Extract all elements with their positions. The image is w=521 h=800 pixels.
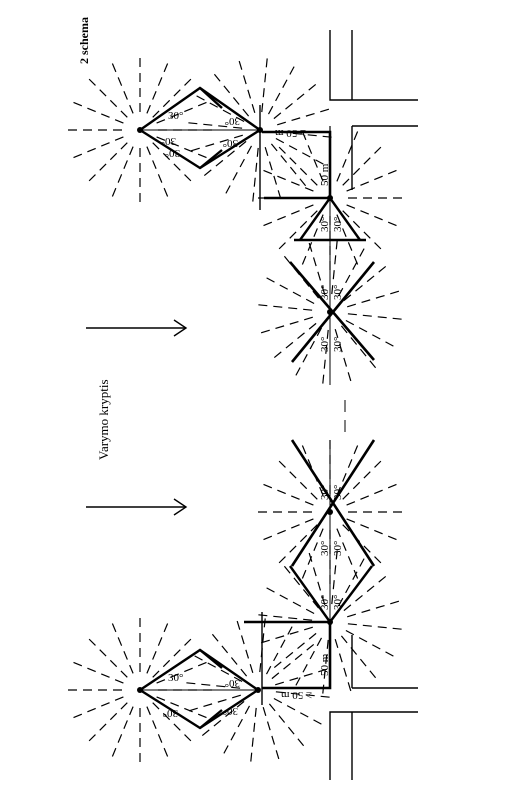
angle-label: 30°	[163, 707, 178, 719]
angle-label: 30°	[319, 485, 331, 500]
angle-labels: 30° 30° 30° 30° 30° 30° 30° 30° 30° 30° …	[161, 110, 344, 719]
angle-label: 30°	[319, 217, 331, 232]
angle-label: 30°	[165, 147, 180, 159]
direction-arrow-bottom	[86, 498, 188, 516]
distance-label-side-bottom: 50 m	[319, 653, 331, 676]
angle-label: 30°	[225, 115, 240, 127]
schema-title: 2 schema	[77, 17, 91, 64]
sign-burst-marker	[258, 440, 402, 584]
angle-label: 30°	[332, 337, 344, 352]
distance-label-side-top: 50 m	[319, 163, 331, 186]
angle-label: 30°	[332, 285, 344, 300]
angle-label: 30°	[332, 541, 344, 556]
bottom-marking-lines	[137, 439, 376, 730]
direction-arrow-top	[86, 319, 188, 337]
angle-label: 30°	[319, 285, 331, 300]
angle-label: 30°	[332, 595, 344, 610]
road-intersection-top	[259, 30, 418, 210]
angle-label: 30°	[168, 672, 183, 684]
sign-burst-marker	[68, 618, 212, 762]
angle-label: 30°	[225, 677, 240, 689]
angle-label: 30°	[319, 595, 331, 610]
angle-label: 30°	[223, 705, 238, 717]
sign-burst-marker	[258, 550, 402, 694]
distance-label-top: ≥ 50 m	[274, 127, 306, 139]
angle-label: 30°	[319, 541, 331, 556]
sign-burst-marker	[186, 618, 330, 762]
sign-burst-marker	[68, 58, 212, 202]
angle-label: 30°	[168, 110, 183, 122]
direction-label: Varymo kryptis	[96, 379, 111, 460]
distance-label-bottom: ≥ 50 m	[280, 689, 312, 701]
angle-label: 30°	[332, 217, 344, 232]
angle-label: 30°	[223, 137, 238, 149]
road-intersection-bottom	[261, 612, 418, 780]
angle-label: 30°	[319, 337, 331, 352]
sign-burst-marker	[258, 126, 402, 270]
angle-label: 30°	[332, 485, 344, 500]
distance-labels: ≥ 50 m 50 m ≥ 50 m 50 m	[274, 127, 331, 701]
sign-burst-marker	[188, 58, 332, 202]
sign-burst-marker	[258, 240, 402, 384]
angle-label: 30°	[161, 135, 176, 147]
